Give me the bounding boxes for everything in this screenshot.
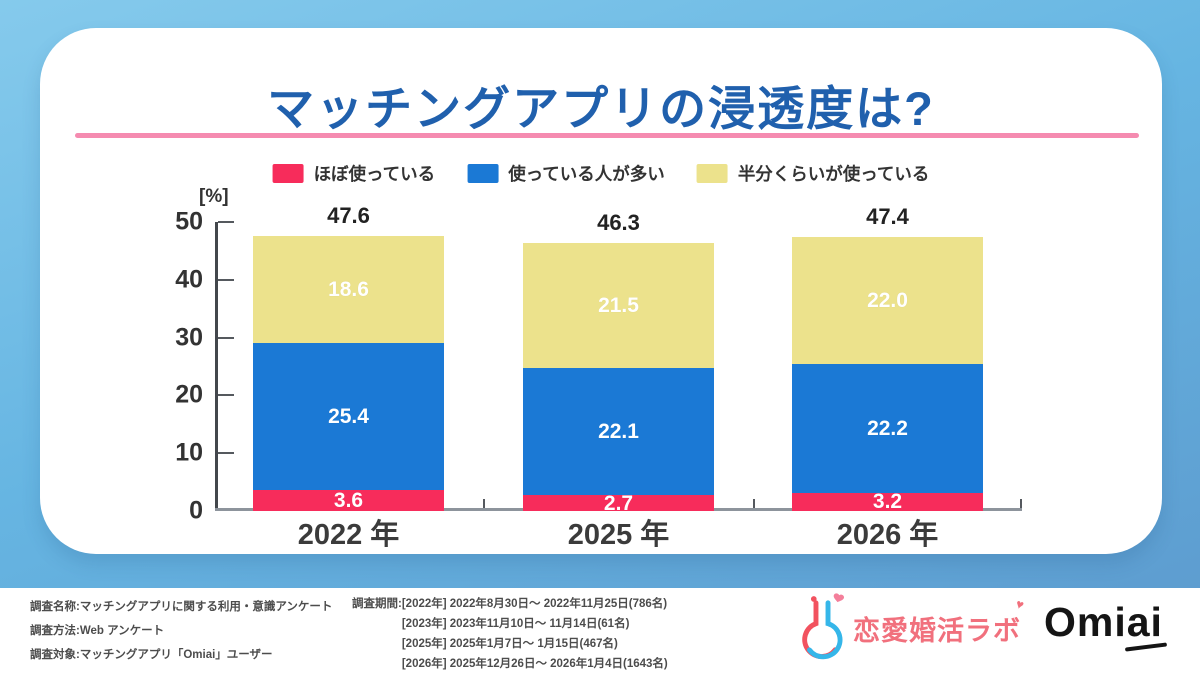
bar-segment: 22.1 xyxy=(523,367,714,496)
x-tick xyxy=(483,499,485,508)
bar-value-label: 25.4 xyxy=(328,405,369,429)
survey-period-line: [2022年] 2022年8月30日〜 2022年11月25日(786名) xyxy=(401,598,668,610)
survey-period-label: 調査期間: xyxy=(352,598,402,610)
chart-plot: [%] 0 10 20 30 40 50 3.6 25.4 18.6 47.6 2022 年 2.7 2… xyxy=(175,186,1022,550)
y-tick-label: 10 xyxy=(175,438,203,467)
survey-period-line: [2023年] 2023年11月10日〜 11月14日(61名) xyxy=(401,618,630,630)
bar-value-label: 2.7 xyxy=(603,491,634,515)
legend-swatch xyxy=(467,164,499,183)
bar-segment: 3.2 xyxy=(792,490,983,514)
legend-item: 半分くらいが使っている xyxy=(696,161,930,186)
y-axis-line xyxy=(215,222,218,511)
bar-value-label: 21.5 xyxy=(598,294,639,318)
bar-group: 2.7 22.1 21.5 46.3 2025 年 xyxy=(523,212,714,550)
y-tick xyxy=(218,336,234,339)
legend-item: 使っている人が多い xyxy=(467,161,665,186)
bar-segment: 18.6 xyxy=(253,235,444,344)
lab-logo-text: 恋愛婚活ラボ ♥ xyxy=(853,595,1028,646)
legend-swatch xyxy=(696,164,728,183)
survey-meta-line: 調査対象:マッチングアプリ「Omiai」ユーザー xyxy=(30,649,273,661)
y-tick-label: 50 xyxy=(175,207,203,236)
omiai-logo: Omiai xyxy=(1044,599,1168,652)
x-category-label: 2026 年 xyxy=(836,519,939,551)
legend-item: ほぼ使っている xyxy=(272,161,436,186)
heart-icon xyxy=(833,593,845,603)
survey-period: 調査期間: [2022年] 2022年8月30日〜 2022年11月25日(78… xyxy=(352,594,668,674)
survey-period-lines: [2022年] 2022年8月30日〜 2022年11月25日(786名) [20… xyxy=(402,594,668,674)
flask-icon xyxy=(802,593,845,660)
y-tick-label: 20 xyxy=(175,380,203,409)
bubble-dot-icon xyxy=(810,596,817,602)
x-tick xyxy=(753,499,755,508)
bar-value-label: 3.6 xyxy=(333,489,364,513)
survey-period-line: [2025年] 2025年1月7日〜 1月15日(467名) xyxy=(401,638,618,650)
legend-label: 半分くらいが使っている xyxy=(737,164,930,184)
bar-value-label: 22.1 xyxy=(598,420,639,444)
y-tick xyxy=(218,278,234,281)
y-tick xyxy=(218,452,234,455)
bar-value-label: 22.2 xyxy=(867,416,908,440)
legend-label: ほぼ使っている xyxy=(313,164,436,184)
bar-total-label: 47.4 xyxy=(866,204,909,230)
survey-meta-line: 調査方法:Web アンケート xyxy=(30,625,165,637)
bar-segment: 21.5 xyxy=(523,243,714,368)
title-underline xyxy=(75,133,1139,138)
bar-value-label: 3.2 xyxy=(872,490,903,514)
y-tick xyxy=(218,221,234,223)
page-title: マッチングアプリの浸透度は? xyxy=(267,82,935,135)
chart-card: マッチングアプリの浸透度は? ほぼ使っている 使っている人が多い 半分くらいが使って… xyxy=(40,28,1162,554)
legend-swatch xyxy=(272,164,304,183)
x-category-label: 2022 年 xyxy=(297,519,400,551)
x-tick xyxy=(1020,499,1022,508)
bar-segment: 2.7 xyxy=(523,491,714,515)
survey-period-line: [2026年] 2025年12月26日〜 2026年1月4日(1643名) xyxy=(401,658,668,670)
bar-segment: 25.4 xyxy=(253,343,444,491)
survey-meta: 調査名称:マッチングアプリに関する利用・意識アンケート 調査方法:Web アンケー… xyxy=(30,595,332,667)
bar-group: 3.2 22.2 22.0 47.4 2026 年 xyxy=(792,206,983,550)
y-tick xyxy=(218,394,234,397)
x-category-label: 2025 年 xyxy=(567,519,670,551)
footer: 調査名称:マッチングアプリに関する利用・意識アンケート 調査方法:Web アンケー… xyxy=(0,588,1200,678)
omiai-logo-prefix: Omi xyxy=(1044,599,1127,645)
bar-value-label: 22.0 xyxy=(867,289,908,313)
bar-total-label: 46.3 xyxy=(597,210,640,236)
y-tick-label: 30 xyxy=(175,323,203,352)
y-axis-unit-label: [%] xyxy=(199,186,229,207)
bar-segment: 22.0 xyxy=(792,237,983,365)
y-tick-label: 0 xyxy=(189,496,203,525)
bar-total-label: 47.6 xyxy=(327,202,370,228)
omiai-logo-underlined: ai xyxy=(1126,599,1163,645)
bar-segment: 3.6 xyxy=(253,490,444,511)
renai-konkatsu-lab-logo: 恋愛婚活ラボ ♥ xyxy=(795,593,1028,663)
bar-value-label: 18.6 xyxy=(328,278,369,302)
legend-label: 使っている人が多い xyxy=(508,164,665,184)
survey-meta-line: 調査名称:マッチングアプリに関する利用・意識アンケート xyxy=(30,601,333,613)
bar-group: 3.6 25.4 18.6 47.6 2022 年 xyxy=(253,204,444,550)
y-tick-label: 40 xyxy=(175,265,203,294)
legend: ほぼ使っている 使っている人が多い 半分くらいが使っている xyxy=(272,161,930,186)
bar-segment: 22.2 xyxy=(792,364,983,493)
heart-icon: ♥ xyxy=(1014,595,1028,613)
